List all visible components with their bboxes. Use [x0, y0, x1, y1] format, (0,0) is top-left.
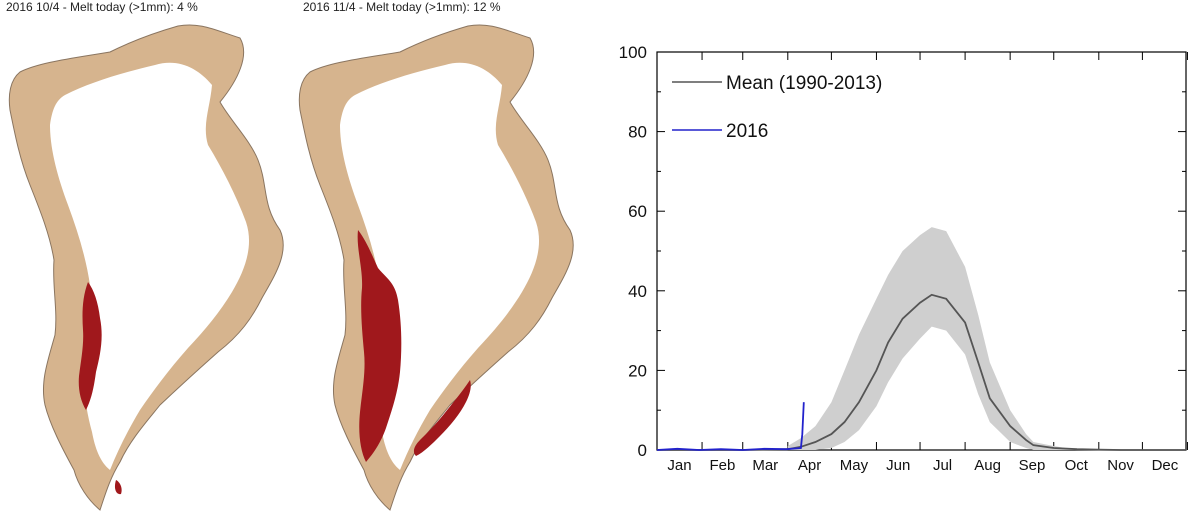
x-tick-label: Aug [974, 457, 1001, 474]
y-tick-label: 60 [628, 202, 647, 221]
legend-label-2016: 2016 [726, 121, 768, 142]
x-tick-label: Oct [1065, 457, 1089, 474]
legend-label-mean: Mean (1990-2013) [726, 73, 882, 94]
y-tick-label: 40 [628, 282, 647, 301]
x-tick-label: Jun [886, 457, 910, 474]
x-tick-label: May [840, 457, 869, 474]
series-lines [656, 293, 1186, 451]
tick-labels: 0 20 40 60 80 100 Jan Feb Mar Apr May Jun Jul Aug Sep O… [619, 43, 1179, 474]
right-map-title: 2016 11/4 - Melt today (>1mm): 12 % [303, 0, 501, 14]
x-tick-label: Mar [752, 457, 778, 474]
series-line-mean [657, 293, 1186, 451]
right-map-melt-coast [413, 380, 471, 456]
x-tick-label: Jan [667, 457, 691, 474]
y-tick-label: 80 [628, 123, 647, 142]
right-map-melt-area [357, 230, 402, 462]
x-tick-label: Apr [798, 457, 821, 474]
left-map-melt-spot [114, 480, 122, 495]
x-tick-label: Nov [1107, 457, 1134, 474]
y-tick-label: 20 [628, 361, 647, 380]
legend: Mean (1990-2013) 2016 [672, 73, 882, 142]
x-tick-label: Dec [1152, 457, 1179, 474]
left-greenland-map [8, 24, 284, 511]
axis-ticks [656, 51, 1188, 451]
y-tick-label: 100 [619, 43, 647, 62]
y-tick-label: 0 [638, 441, 647, 460]
series-range-band [787, 227, 1077, 450]
range-band-layer [787, 227, 1077, 450]
x-tick-label: Sep [1019, 457, 1046, 474]
left-map-title: 2016 10/4 - Melt today (>1mm): 4 % [6, 0, 198, 14]
x-tick-label: Jul [933, 457, 952, 474]
left-map-melt-area [78, 282, 102, 410]
right-greenland-map [298, 24, 574, 511]
melt-extent-chart: 0 20 40 60 80 100 Jan Feb Mar Apr May Jun Jul Aug Sep O… [619, 43, 1188, 474]
series-line-2016 [656, 402, 805, 451]
x-tick-label: Feb [709, 457, 735, 474]
left-map-ice-sheet [50, 62, 250, 471]
